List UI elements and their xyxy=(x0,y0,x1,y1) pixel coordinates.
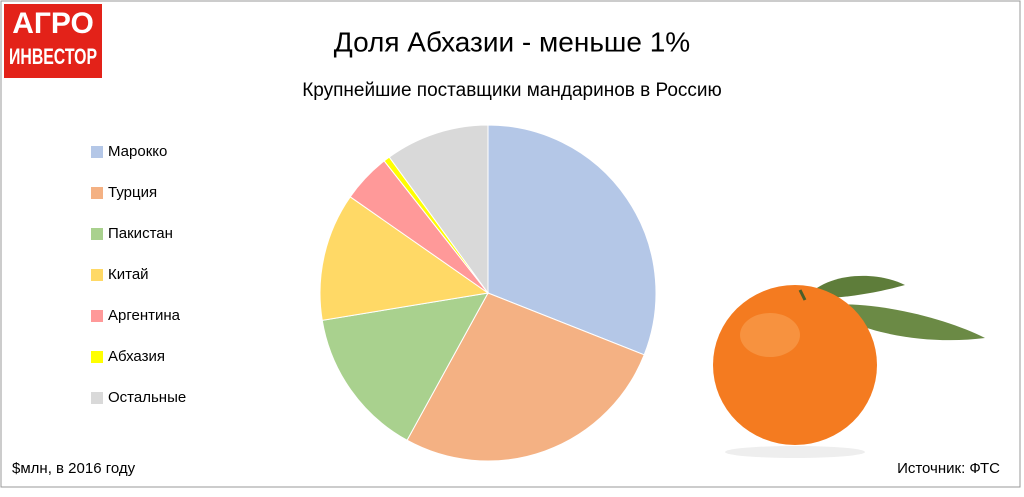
legend-label: Остальные xyxy=(108,389,186,406)
legend-label: Аргентина xyxy=(108,307,181,324)
legend-label: Абхазия xyxy=(108,348,165,365)
legend-swatch xyxy=(91,187,103,199)
logo-box xyxy=(4,4,102,78)
pie-slice xyxy=(321,292,489,441)
tangerine xyxy=(713,275,985,458)
legend-swatch xyxy=(91,310,103,322)
logo-text: АГРО xyxy=(12,7,94,40)
legend-label: Пакистан xyxy=(108,225,173,242)
legend-label: Турция xyxy=(108,184,157,201)
source: Источник: ФТС xyxy=(897,460,1000,477)
pie-slice xyxy=(406,292,645,462)
legend-swatch xyxy=(91,392,103,404)
legend-swatch xyxy=(91,146,103,158)
legend-swatch xyxy=(91,351,103,363)
legend-label: Марокко xyxy=(108,143,167,160)
legend-swatch xyxy=(91,228,103,240)
pie-slice xyxy=(487,124,657,356)
legend-label: Китай xyxy=(108,266,149,283)
pie-slice xyxy=(388,124,489,295)
logo-text: ИНВЕСТОР xyxy=(9,44,97,69)
note: $млн, в 2016 году xyxy=(12,460,136,477)
chart-subtitle: Крупнейшие поставщики мандаринов в Росси… xyxy=(302,80,722,101)
legend-swatch xyxy=(91,269,103,281)
pie-slice xyxy=(319,196,490,321)
chart-title: Доля Абхазии - меньше 1% xyxy=(334,26,690,57)
